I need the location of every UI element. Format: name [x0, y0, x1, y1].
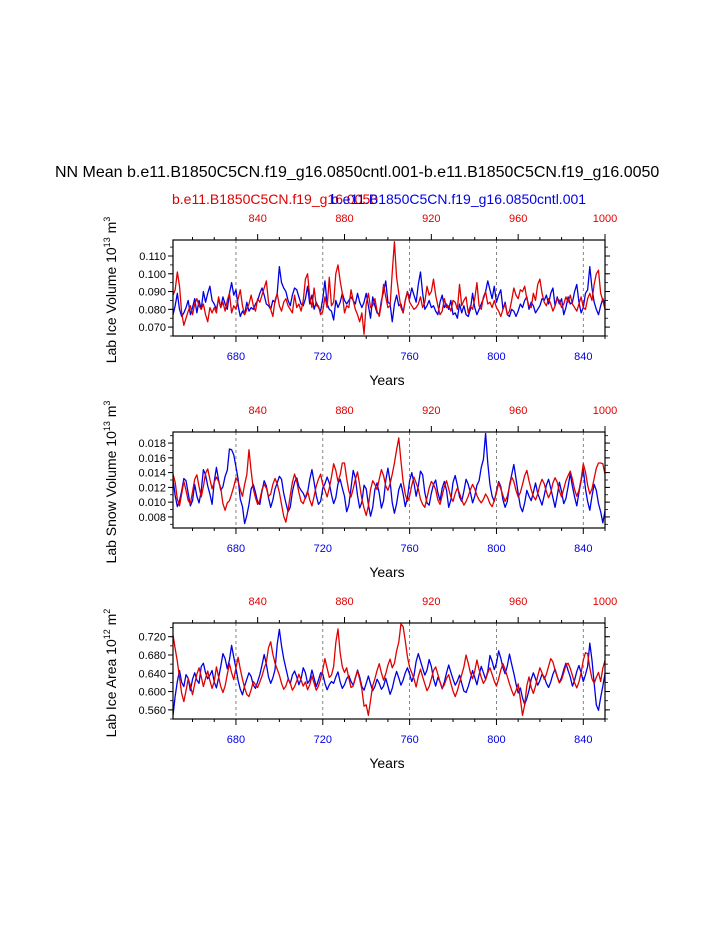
series-line-red: [173, 241, 605, 335]
y-tick-label: 0.680: [138, 650, 166, 662]
series-line-red: [173, 623, 605, 716]
y-axis-title: Lab Ice Area 1012 m2: [102, 609, 119, 738]
x-tick-label-top: 960: [509, 405, 527, 417]
x-tick-label-bottom: 680: [227, 351, 245, 363]
x-tick-label-top: 880: [335, 596, 353, 608]
y-tick-label: 0.010: [138, 497, 166, 509]
x-tick-label-top: 920: [422, 596, 440, 608]
series-line-blue: [173, 628, 605, 716]
series-line-blue: [173, 432, 605, 525]
x-tick-label-top: 880: [335, 405, 353, 417]
x-tick-label-bottom: 800: [487, 351, 505, 363]
panel-ice-volume: 0.070 0.080 0.090 0.100 0.110 680 720 760 800 840…: [102, 213, 617, 388]
y-tick-label: 0.720: [138, 632, 166, 644]
y-axis-title-exponent: 13: [102, 237, 112, 247]
y-axis-title-text: Lab Ice Area 10: [103, 639, 119, 737]
x-tick-label-top: 840: [248, 596, 266, 608]
y-axis-title-text: m: [103, 614, 119, 630]
x-tick-label-top: 840: [248, 213, 266, 225]
y-tick-label: 0.012: [138, 482, 166, 494]
y-tick-label: 0.090: [138, 287, 166, 299]
x-tick-label-top: 960: [509, 596, 527, 608]
x-tick-label-bottom: 800: [487, 543, 505, 555]
x-tick-label-top: 960: [509, 213, 527, 225]
x-tick-label-bottom: 680: [227, 734, 245, 746]
x-tick-label-top: 920: [422, 405, 440, 417]
y-tick-label: 0.008: [138, 512, 166, 524]
y-tick-label: 0.640: [138, 668, 166, 680]
x-tick-label-bottom: 720: [314, 351, 332, 363]
x-tick-label-top: 880: [335, 213, 353, 225]
series-line-red: [173, 437, 605, 523]
y-axis-title-text: Lab Ice Volume 10: [103, 247, 119, 363]
x-axis-title: Years: [369, 372, 404, 388]
y-tick-label: 0.600: [138, 687, 166, 699]
y-tick-label: 0.110: [139, 251, 166, 263]
y-tick-label: 0.080: [138, 304, 166, 316]
y-axis-title-exponent: 3: [102, 217, 112, 222]
x-tick-label-bottom: 720: [314, 734, 332, 746]
y-axis-title-text: Lab Snow Volume 10: [103, 431, 119, 564]
y-axis-title-exponent: 13: [102, 421, 112, 431]
x-axis-title: Years: [369, 755, 404, 771]
y-axis-title: Lab Snow Volume 1013 m3: [102, 401, 119, 564]
legend-blue-series: b.e11.B1850C5CN.f19_g16.0850cntl.001: [331, 191, 587, 207]
y-axis-title-exponent: 12: [102, 629, 112, 639]
x-tick-label-top: 1000: [593, 596, 617, 608]
y-axis-title: Lab Ice Volume 1013 m3: [102, 217, 119, 364]
x-tick-label-top: 1000: [593, 213, 617, 225]
series-line-blue: [173, 266, 605, 323]
y-axis-title-exponent: 3: [102, 401, 112, 406]
y-tick-label: 0.070: [138, 322, 166, 334]
x-tick-label-top: 920: [422, 213, 440, 225]
y-axis-title-text: m: [103, 222, 119, 238]
x-tick-label-bottom: 760: [400, 351, 418, 363]
plot-frame: [172, 622, 606, 720]
y-axis-title-exponent: 2: [102, 609, 112, 614]
plot-frame: [172, 239, 606, 337]
x-tick-label-top: 840: [248, 405, 266, 417]
y-tick-label: 0.100: [138, 269, 166, 281]
panel-ice-area: 0.560 0.600 0.640 0.680 0.720 680 720 760 800 840…: [102, 596, 617, 771]
y-tick-label: 0.018: [138, 438, 166, 450]
y-tick-label: 0.016: [138, 453, 166, 465]
x-tick-label-top: 1000: [593, 405, 617, 417]
x-tick-label-bottom: 800: [487, 734, 505, 746]
y-axis-title-text: m: [103, 406, 119, 422]
y-tick-label: 0.014: [138, 468, 166, 480]
panel-snow-volume: 0.008 0.010 0.012 0.014 0.016 0.018 680 720 760 8…: [102, 401, 617, 580]
x-tick-label-bottom: 840: [574, 351, 592, 363]
x-tick-label-bottom: 760: [400, 543, 418, 555]
x-axis-title: Years: [369, 564, 404, 580]
x-tick-label-bottom: 720: [314, 543, 332, 555]
x-tick-label-bottom: 840: [574, 734, 592, 746]
page-title: NN Mean b.e11.B1850C5CN.f19_g16.0850cntl…: [55, 164, 660, 181]
legend-red-series: b.e11.B1850C5CN.f19_g16.0050: [172, 191, 379, 207]
x-tick-label-bottom: 840: [574, 543, 592, 555]
x-tick-label-bottom: 760: [400, 734, 418, 746]
y-tick-label: 0.560: [138, 705, 166, 717]
x-tick-label-bottom: 680: [227, 543, 245, 555]
